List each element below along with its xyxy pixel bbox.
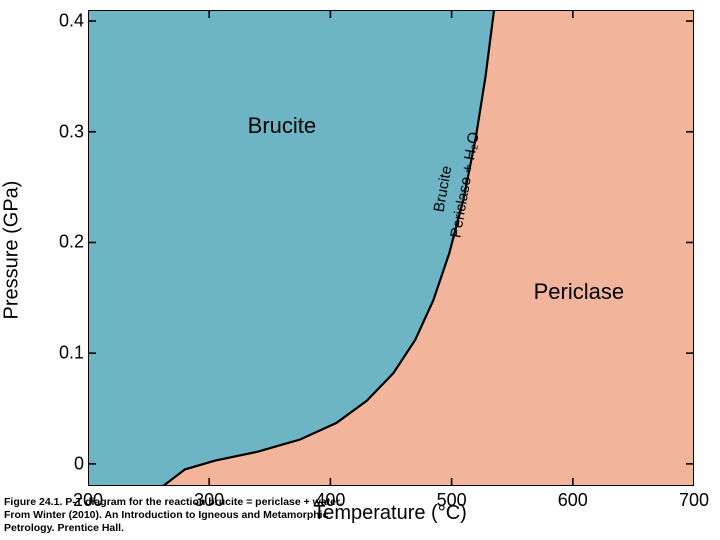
- y-tick-label: 0.2: [59, 232, 84, 253]
- y-tick-label: 0.3: [59, 121, 84, 142]
- y-axis-label: Pressure (GPa): [1, 181, 24, 320]
- figure-caption: Figure 24.1. P-T diagram for the reactio…: [4, 496, 354, 535]
- y-tick-label: 0: [74, 453, 84, 474]
- x-tick-label: 700: [679, 490, 709, 511]
- plot-svg: [88, 10, 694, 486]
- brucite-region-label: Brucite: [248, 113, 316, 139]
- y-tick-label: 0.4: [59, 11, 84, 32]
- phase-diagram: BrucitePericlase BrucitePericlase + H₂O: [88, 10, 694, 486]
- x-tick-label: 600: [558, 490, 588, 511]
- periclase-region-label: Periclase: [534, 279, 624, 305]
- y-tick-label: 0.1: [59, 343, 84, 364]
- x-tick-label: 500: [437, 490, 467, 511]
